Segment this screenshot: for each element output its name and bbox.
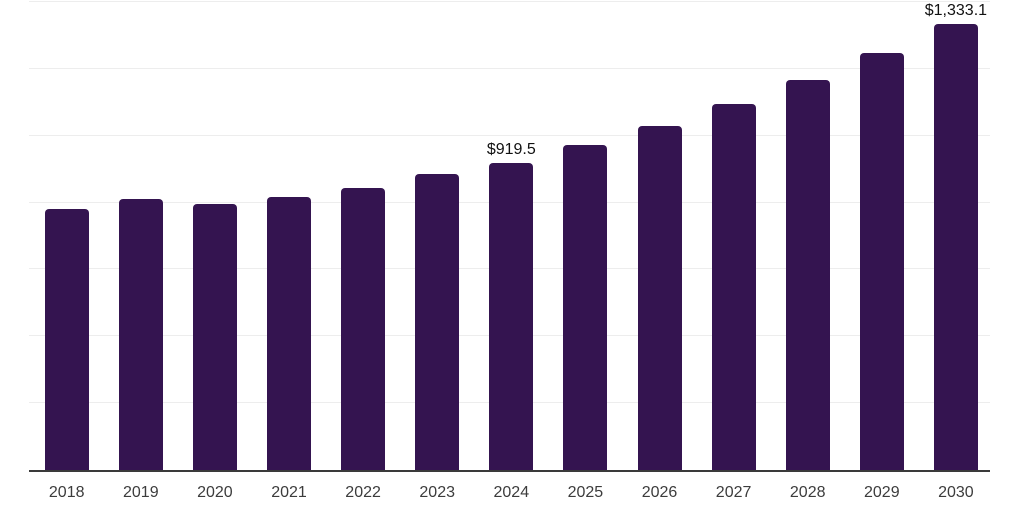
bar-2030 [933, 24, 978, 470]
bar-2021 [267, 196, 311, 470]
x-axis-label-2020: 2020 [197, 484, 233, 501]
x-axis-label-2027: 2027 [715, 484, 752, 501]
x-axis-label-2018: 2018 [48, 484, 85, 501]
x-axis-label-2019: 2019 [123, 484, 159, 501]
gridline-1400 [29, 1, 990, 2]
bar-2029 [859, 53, 904, 470]
data-label-2030: $1,333.1 [924, 2, 988, 20]
x-axis-label-2022: 2022 [345, 484, 381, 501]
bar-2019 [118, 199, 163, 470]
bar-2028 [785, 79, 830, 470]
x-axis-line [29, 470, 990, 472]
data-label-2024: $919.5 [486, 140, 536, 158]
bar-2027 [711, 104, 756, 470]
x-axis-label-2028: 2028 [789, 484, 826, 501]
x-axis-label-2026: 2026 [641, 484, 678, 501]
bar-2026 [637, 126, 682, 470]
gridline-1000 [29, 134, 990, 136]
x-axis-label-2029: 2029 [864, 484, 900, 501]
bar-2022 [341, 187, 386, 470]
x-axis-label-2023: 2023 [419, 484, 455, 501]
x-axis-label-2021: 2021 [271, 484, 307, 501]
plot-area: $919.5 $1,333.1 [29, 1, 990, 470]
bar-2020 [192, 203, 237, 470]
gridline-1200 [29, 67, 990, 69]
bar-2023 [415, 173, 460, 470]
bar-2025 [563, 145, 608, 470]
x-axis-label-2024: 2024 [493, 484, 530, 501]
x-axis-label-2025: 2025 [567, 484, 604, 501]
bar-2024 [489, 162, 534, 470]
bar-2018 [44, 209, 89, 470]
x-axis-label-2030: 2030 [938, 484, 974, 501]
